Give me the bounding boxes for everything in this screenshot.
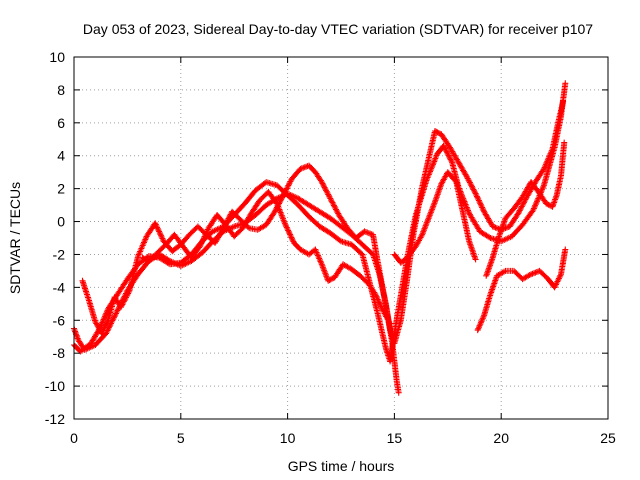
series-markers: [71, 80, 569, 365]
series-markers: [474, 246, 569, 334]
y-tick-label: 4: [57, 148, 65, 164]
y-tick-label: -8: [53, 345, 66, 361]
y-tick-label: 6: [57, 115, 65, 131]
y-tick-label: -10: [45, 378, 65, 394]
x-tick-label: 0: [70, 430, 78, 446]
y-tick-label: -6: [53, 312, 66, 328]
x-tick-label: 15: [387, 430, 403, 446]
x-tick-label: 5: [177, 430, 185, 446]
series-markers: [79, 98, 567, 347]
y-tick-label: 8: [57, 82, 65, 98]
x-tick-label: 25: [600, 430, 616, 446]
x-axis-label: GPS time / hours: [288, 458, 395, 474]
x-axis-ticks: 0 5 10 15 20 25: [70, 57, 616, 446]
x-tick-label: 20: [493, 430, 509, 446]
y-tick-label: 0: [57, 214, 65, 230]
plot-frame: [73, 56, 609, 420]
chart-title: Day 053 of 2023, Sidereal Day-to-day VTE…: [83, 21, 593, 37]
y-tick-label: -2: [53, 246, 66, 262]
y-tick-label: -4: [53, 279, 66, 295]
data-series: [71, 80, 569, 396]
grid-lines: [74, 57, 608, 419]
x-tick-label: 10: [280, 430, 296, 446]
y-axis-label: SDTVAR / TECUs: [7, 182, 23, 294]
y-tick-label: 10: [49, 49, 65, 65]
series-markers: [391, 169, 479, 266]
y-tick-label: -12: [45, 411, 65, 427]
series-markers: [139, 188, 394, 327]
y-tick-label: 2: [57, 181, 65, 197]
series-markers: [483, 139, 568, 279]
y-axis-ticks: -12 -10 -8 -6 -4 -2 0 2 4 6 8 10: [45, 49, 608, 427]
